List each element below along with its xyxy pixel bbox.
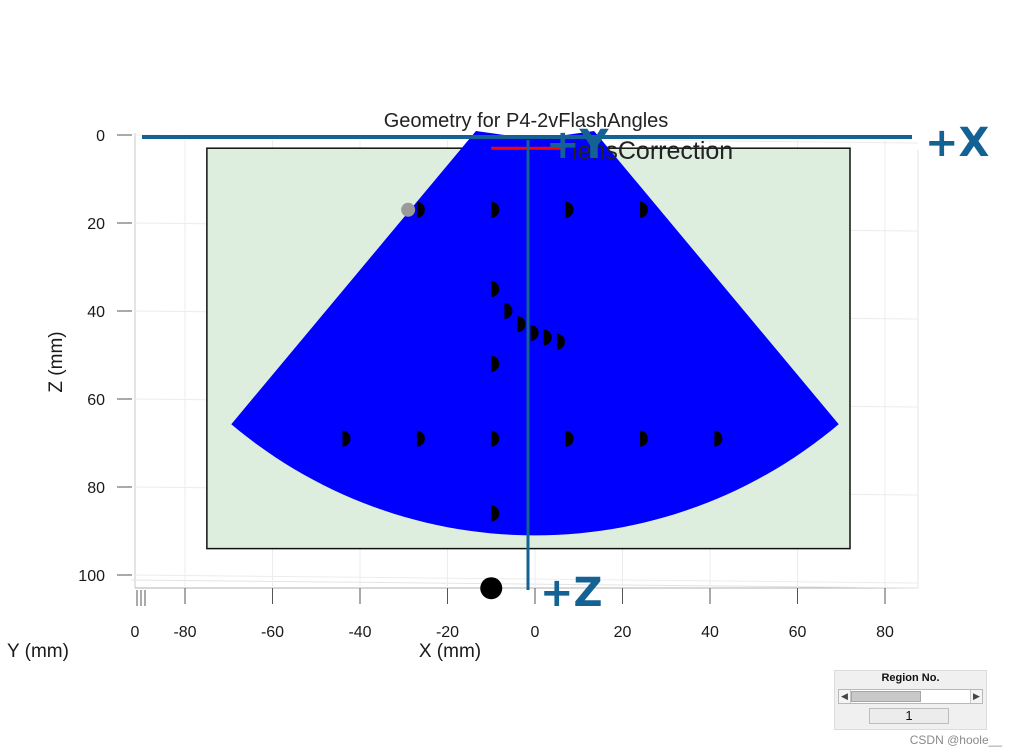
plus-y-label: +Y	[546, 122, 610, 168]
region-slider[interactable]: ◀ ▶	[838, 689, 983, 704]
axes-frame	[130, 133, 919, 589]
reference-point	[480, 577, 503, 600]
scatterer-point	[491, 355, 500, 372]
x-tick-label: 40	[701, 624, 719, 641]
chart-title: Geometry for P4-2vFlashAngles	[384, 110, 669, 132]
scatterer-point	[416, 430, 425, 447]
lens-correction-label: lensCorrection	[572, 137, 733, 165]
plus-x-label: +X	[925, 120, 990, 166]
z-axis-label: Z (mm)	[46, 331, 67, 392]
scatterer-point	[714, 430, 723, 447]
x-tick-label: -80	[173, 624, 196, 641]
region-control-title: Region No.	[881, 672, 940, 684]
scatterer-point	[491, 201, 500, 218]
slider-left-arrow-icon[interactable]: ◀	[839, 690, 851, 703]
x-tick-label: -60	[261, 624, 284, 641]
z-tick-label: 100	[78, 568, 105, 585]
scatterer-points	[342, 201, 723, 600]
scatterer-point	[543, 329, 552, 346]
scatterer-point	[565, 430, 574, 447]
scatterer-point	[416, 201, 425, 218]
slider-right-arrow-icon[interactable]: ▶	[970, 690, 982, 703]
scatterer-point	[491, 505, 500, 522]
z-tick-label: 60	[87, 392, 105, 409]
tick-labels: 0 20 40 60 80 100 -80 -60 -40 -20 0 20 40 60 80 0	[78, 128, 894, 641]
x-tick-label: 0	[531, 624, 540, 641]
x-tick-label: 60	[789, 624, 807, 641]
scatterer-point	[556, 333, 565, 350]
plus-z-label: +Z	[540, 570, 603, 616]
scatterer-point	[491, 430, 500, 447]
ghost-point	[401, 202, 416, 217]
x-tick-label: -40	[348, 624, 371, 641]
x-tick-label: -20	[436, 624, 459, 641]
scatterer-point	[640, 201, 648, 218]
scatterer-point	[342, 430, 351, 447]
scatterer-point	[530, 325, 539, 341]
z-tick-label: 40	[87, 304, 105, 321]
x-axis-label: X (mm)	[419, 641, 481, 662]
z-tick-label: 0	[96, 128, 105, 145]
y-axis-label: Y (mm)	[7, 641, 69, 662]
slider-thumb[interactable]	[851, 691, 921, 702]
x-tick-label: 80	[876, 624, 894, 641]
scatterer-point	[565, 201, 574, 218]
x-tick-label: 20	[614, 624, 632, 641]
z-tick-label: 80	[87, 480, 105, 497]
region-number-control: Region No. ◀ ▶ 1	[834, 670, 987, 730]
scatterer-point	[504, 303, 513, 319]
scatterer-point	[517, 316, 526, 333]
scatterer-point	[491, 281, 500, 297]
watermark: CSDN @hoole__	[909, 733, 1002, 747]
z-tick-label: 20	[87, 216, 105, 233]
y-tick-label: 0	[131, 624, 140, 641]
region-value-field[interactable]: 1	[869, 708, 949, 724]
scatterer-point	[640, 430, 648, 447]
